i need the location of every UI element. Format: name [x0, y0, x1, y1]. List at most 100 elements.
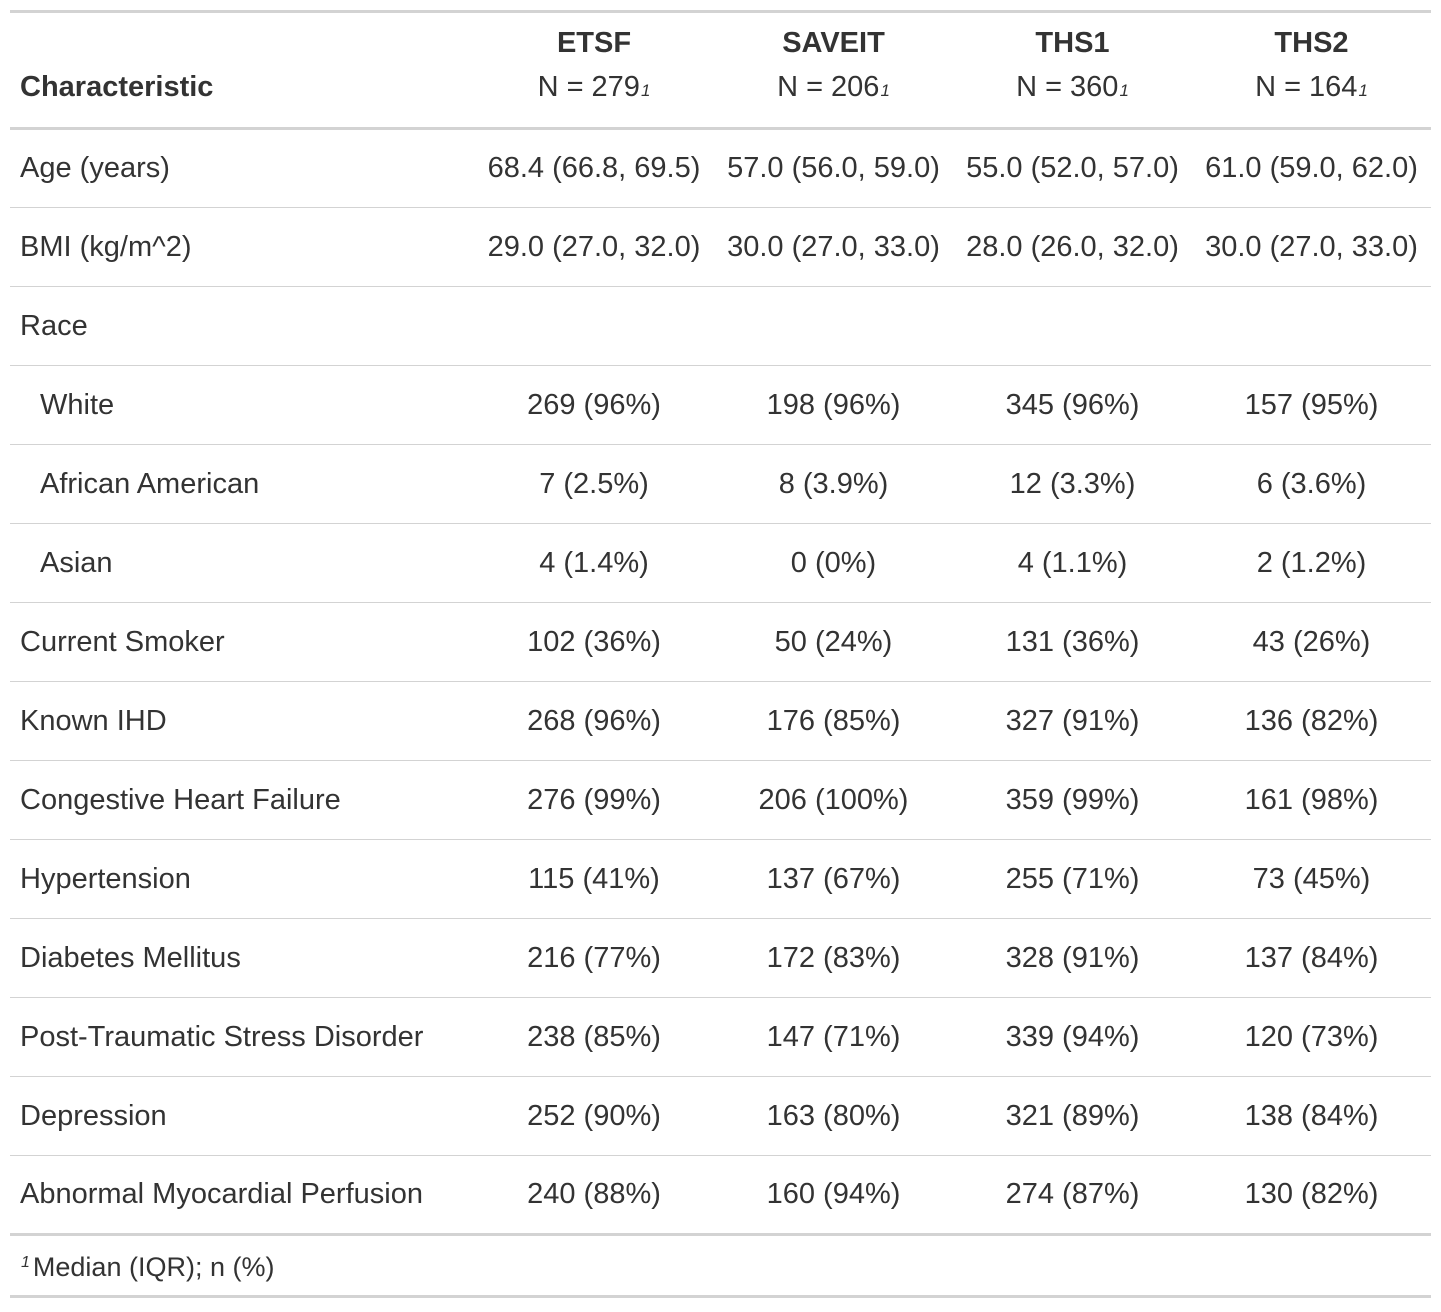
table-row-depression: Depression 252 (90%) 163 (80%) 321 (89%)…	[10, 1077, 1431, 1156]
footnote-marker: 1	[1358, 81, 1368, 100]
table-row-race: Race	[10, 287, 1431, 366]
cell-ths2: 137 (84%)	[1244, 941, 1379, 974]
cell-ths2: 6 (3.6%)	[1256, 467, 1367, 500]
cell-etsf: 252 (90%)	[527, 1099, 661, 1132]
row-label: Post-Traumatic Stress Disorder	[20, 1020, 424, 1053]
cell-saveit: 0 (0%)	[790, 546, 877, 579]
row-label: Race	[20, 309, 88, 342]
table-row-age: Age (years) 68.4 (66.8, 69.5) 57.0 (56.0…	[10, 129, 1431, 208]
cell-ths1: 327 (91%)	[1005, 704, 1140, 737]
cell-etsf: 29.0 (27.0, 32.0)	[487, 230, 701, 263]
column-n: N = 2061	[777, 71, 890, 103]
row-label: BMI (kg/m^2)	[20, 230, 192, 263]
cell-saveit: 163 (80%)	[766, 1099, 901, 1132]
cell-ths1: 321 (89%)	[1005, 1099, 1140, 1132]
table-row-race-african-american: African American 7 (2.5%) 8 (3.9%) 12 (3…	[10, 445, 1431, 524]
table-row-bmi: BMI (kg/m^2) 29.0 (27.0, 32.0) 30.0 (27.…	[10, 208, 1431, 287]
table-row-diabetes-mellitus: Diabetes Mellitus 216 (77%) 172 (83%) 32…	[10, 919, 1431, 998]
footnote: 1 Median (IQR); n (%)	[10, 1235, 1431, 1297]
cell-ths2: 138 (84%)	[1244, 1099, 1379, 1132]
column-header-ths2: THS2 N = 1641	[1192, 12, 1431, 129]
cell-etsf: 238 (85%)	[527, 1020, 661, 1053]
cell-saveit: 176 (85%)	[766, 704, 901, 737]
cell-etsf: 269 (96%)	[527, 388, 661, 421]
table-row-known-ihd: Known IHD 268 (96%) 176 (85%) 327 (91%) …	[10, 682, 1431, 761]
cell-ths2: 136 (82%)	[1244, 704, 1379, 737]
cell-etsf: 102 (36%)	[527, 625, 661, 658]
cell-etsf: 240 (88%)	[527, 1178, 661, 1210]
row-label: African American	[40, 467, 260, 500]
cell-etsf: 268 (96%)	[527, 704, 661, 737]
row-label: White	[40, 388, 115, 421]
column-header-saveit: SAVEIT N = 2061	[714, 12, 953, 129]
cell-ths1: 4 (1.1%)	[1017, 546, 1128, 579]
column-header-label: Characteristic	[20, 71, 214, 103]
column-n: N = 1641	[1255, 71, 1368, 103]
cell-saveit: 50 (24%)	[774, 625, 893, 658]
cell-ths1: 28.0 (26.0, 32.0)	[966, 230, 1179, 263]
column-name: ETSF	[556, 27, 632, 59]
footnote-marker: 1	[21, 1254, 30, 1271]
cell-etsf: 4 (1.4%)	[539, 546, 649, 579]
column-n: N = 3601	[1016, 71, 1129, 103]
row-label: Diabetes Mellitus	[20, 941, 241, 974]
cell-etsf: 216 (77%)	[527, 941, 661, 974]
cell-ths1: 359 (99%)	[1005, 783, 1140, 816]
column-header-ths1: THS1 N = 3601	[953, 12, 1192, 129]
cell-ths2: 73 (45%)	[1252, 862, 1371, 895]
cell-ths2: 120 (73%)	[1244, 1020, 1379, 1053]
table-row-race-asian: Asian 4 (1.4%) 0 (0%) 4 (1.1%) 2 (1.2%)	[10, 524, 1431, 603]
cell-etsf: 276 (99%)	[527, 783, 661, 816]
column-header-etsf: ETSF N = 2791	[474, 12, 714, 129]
cell-ths2: 130 (82%)	[1244, 1178, 1379, 1210]
table-row-race-white: White 269 (96%) 198 (96%) 345 (96%) 157 …	[10, 366, 1431, 445]
row-label: Current Smoker	[20, 625, 225, 658]
footnote-text: Median (IQR); n (%)	[32, 1252, 275, 1282]
column-n: N = 2791	[537, 71, 651, 103]
cell-ths2: 61.0 (59.0, 62.0)	[1205, 152, 1418, 184]
summary-table-container: Characteristic ETSF N = 2791 SAVEIT N = …	[10, 10, 1431, 1298]
row-label: Age (years)	[20, 152, 170, 184]
cell-saveit: 8 (3.9%)	[778, 467, 889, 500]
cell-etsf: 68.4 (66.8, 69.5)	[487, 152, 701, 184]
cell-saveit: 206 (100%)	[758, 783, 909, 816]
cell-etsf	[474, 287, 714, 366]
row-label: Asian	[40, 546, 113, 579]
cell-saveit: 137 (67%)	[766, 862, 901, 895]
cell-saveit: 30.0 (27.0, 33.0)	[727, 230, 940, 263]
footnote-marker: 1	[880, 81, 890, 100]
cell-saveit: 198 (96%)	[766, 388, 901, 421]
cell-ths1: 339 (94%)	[1005, 1020, 1140, 1053]
cell-ths1	[953, 287, 1192, 366]
cell-etsf: 115 (41%)	[528, 862, 660, 895]
cell-ths1: 55.0 (52.0, 57.0)	[966, 152, 1179, 184]
cell-ths1: 328 (91%)	[1005, 941, 1140, 974]
table-row-congestive-heart-failure: Congestive Heart Failure 276 (99%) 206 (…	[10, 761, 1431, 840]
cell-etsf: 7 (2.5%)	[539, 467, 649, 500]
cell-saveit: 147 (71%)	[766, 1020, 901, 1053]
cell-ths2: 43 (26%)	[1252, 625, 1371, 658]
cell-ths1: 274 (87%)	[1005, 1178, 1140, 1210]
table-row-ptsd: Post-Traumatic Stress Disorder 238 (85%)…	[10, 998, 1431, 1077]
footnote-row: 1 Median (IQR); n (%)	[10, 1235, 1431, 1297]
cell-saveit: 160 (94%)	[766, 1178, 901, 1210]
column-name: SAVEIT	[782, 27, 885, 59]
cell-saveit: 57.0 (56.0, 59.0)	[727, 152, 940, 184]
table-row-current-smoker: Current Smoker 102 (36%) 50 (24%) 131 (3…	[10, 603, 1431, 682]
summary-table: Characteristic ETSF N = 2791 SAVEIT N = …	[10, 10, 1431, 1298]
cell-ths1: 131 (36%)	[1005, 625, 1140, 658]
table-row-abnormal-myocardial-perfusion: Abnormal Myocardial Perfusion 240 (88%) …	[10, 1156, 1431, 1235]
cell-ths2	[1192, 287, 1431, 366]
footnote-marker: 1	[1119, 81, 1129, 100]
row-label: Known IHD	[20, 704, 167, 737]
cell-ths1: 255 (71%)	[1005, 862, 1140, 895]
row-label: Depression	[20, 1099, 167, 1132]
cell-ths1: 12 (3.3%)	[1009, 467, 1136, 500]
table-row-hypertension: Hypertension 115 (41%) 137 (67%) 255 (71…	[10, 840, 1431, 919]
row-label: Congestive Heart Failure	[20, 783, 341, 816]
row-label: Abnormal Myocardial Perfusion	[20, 1178, 423, 1210]
column-header-characteristic: Characteristic	[10, 12, 474, 129]
column-name: THS1	[1035, 27, 1110, 59]
cell-ths2: 30.0 (27.0, 33.0)	[1205, 230, 1418, 263]
cell-ths2: 161 (98%)	[1244, 783, 1379, 816]
